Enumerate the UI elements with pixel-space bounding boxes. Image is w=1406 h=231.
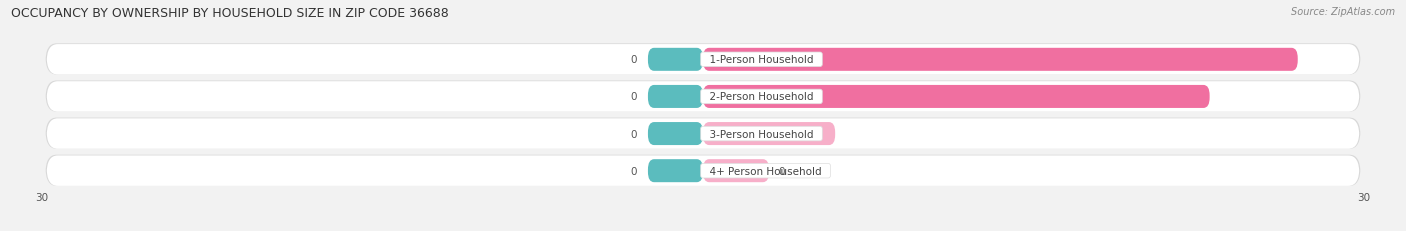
Text: 0: 0 <box>630 166 637 176</box>
Text: 3-Person Household: 3-Person Household <box>703 129 820 139</box>
FancyBboxPatch shape <box>648 122 703 146</box>
FancyBboxPatch shape <box>45 118 1361 149</box>
FancyBboxPatch shape <box>703 49 1298 72</box>
Text: 0: 0 <box>778 166 785 176</box>
Text: 0: 0 <box>630 129 637 139</box>
Text: OCCUPANCY BY OWNERSHIP BY HOUSEHOLD SIZE IN ZIP CODE 36688: OCCUPANCY BY OWNERSHIP BY HOUSEHOLD SIZE… <box>11 7 449 20</box>
Text: 6: 6 <box>844 129 851 139</box>
FancyBboxPatch shape <box>703 122 835 146</box>
FancyBboxPatch shape <box>703 159 769 182</box>
FancyBboxPatch shape <box>46 82 1360 112</box>
FancyBboxPatch shape <box>703 85 1209 109</box>
Text: 0: 0 <box>630 92 637 102</box>
Text: 23: 23 <box>1219 92 1233 102</box>
FancyBboxPatch shape <box>45 155 1361 186</box>
FancyBboxPatch shape <box>648 49 703 72</box>
Text: 1-Person Household: 1-Person Household <box>703 55 820 65</box>
FancyBboxPatch shape <box>648 159 703 182</box>
Text: 27: 27 <box>1306 55 1322 65</box>
Text: Source: ZipAtlas.com: Source: ZipAtlas.com <box>1291 7 1395 17</box>
Text: 0: 0 <box>630 55 637 65</box>
FancyBboxPatch shape <box>45 44 1361 75</box>
Text: 2-Person Household: 2-Person Household <box>703 92 820 102</box>
FancyBboxPatch shape <box>648 85 703 109</box>
FancyBboxPatch shape <box>46 119 1360 149</box>
FancyBboxPatch shape <box>46 156 1360 186</box>
FancyBboxPatch shape <box>45 81 1361 112</box>
FancyBboxPatch shape <box>46 45 1360 75</box>
Text: 4+ Person Household: 4+ Person Household <box>703 166 828 176</box>
